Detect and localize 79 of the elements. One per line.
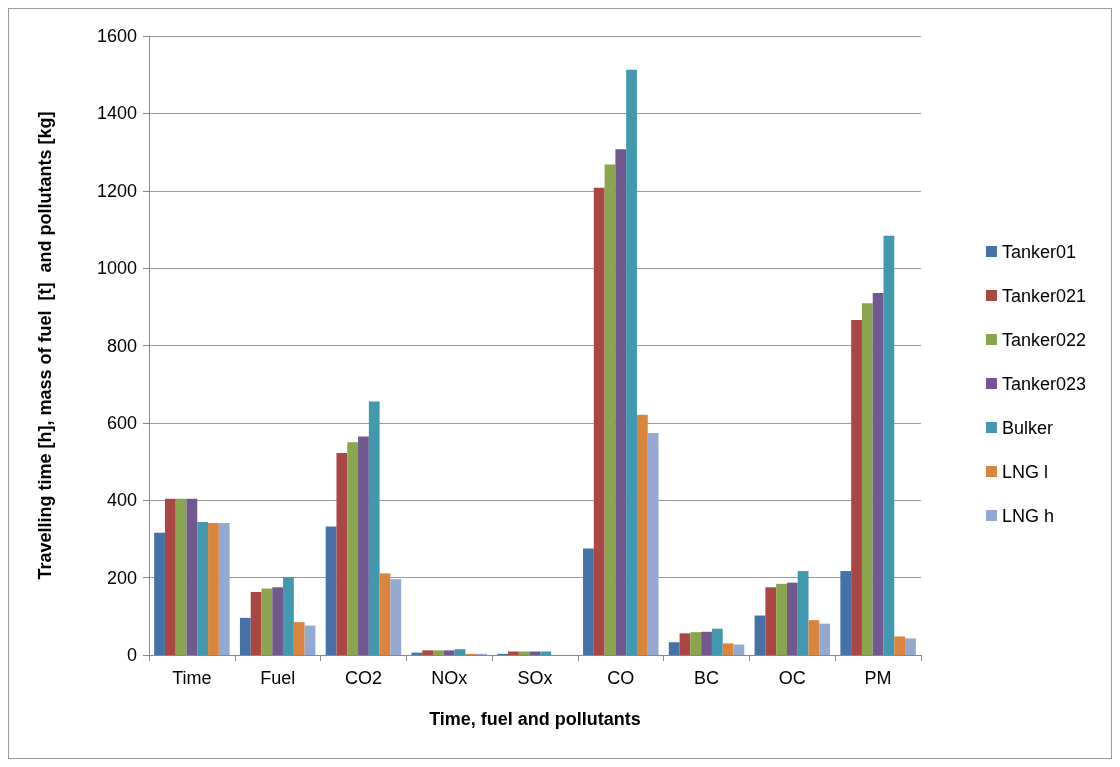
bar [690, 632, 702, 655]
legend-label: Bulker [1001, 417, 1053, 438]
bar [851, 319, 862, 655]
bar [754, 615, 766, 655]
bar [786, 582, 798, 655]
legend-label: Tanker01 [1001, 241, 1076, 262]
bar [905, 638, 916, 655]
y-tick-label: 400 [106, 490, 137, 511]
x-tick-label: PM [864, 668, 892, 688]
bar [861, 303, 873, 655]
y-tick-label: 600 [106, 412, 137, 433]
bar [765, 587, 777, 655]
bar [776, 583, 787, 655]
bar [164, 498, 176, 655]
x-tick-label: OC [778, 668, 806, 688]
bar [175, 498, 187, 655]
bar [626, 69, 637, 655]
y-tick-label: 800 [106, 335, 137, 356]
bar [604, 164, 616, 655]
x-tick-label: NOx [431, 668, 468, 688]
bar [272, 587, 284, 655]
bar [722, 643, 734, 655]
bar [218, 523, 230, 655]
y-tick-label: 1000 [96, 258, 137, 279]
bar [819, 623, 831, 655]
bar [250, 591, 262, 655]
bar [636, 414, 648, 655]
bar [336, 453, 348, 655]
legend-label: Tanker022 [1001, 329, 1086, 350]
bar [797, 571, 809, 655]
bar [443, 650, 455, 655]
bar [347, 442, 359, 655]
bar [593, 187, 605, 655]
bar [368, 401, 380, 655]
bar [668, 642, 680, 655]
x-tick-label: Fuel [260, 668, 296, 688]
bar [454, 649, 466, 655]
bar [894, 636, 906, 655]
bar [647, 432, 659, 655]
x-tick-label: Time [172, 668, 212, 688]
bar [379, 573, 391, 655]
legend-label: LNG h [1001, 505, 1054, 526]
legend-label: LNG l [1001, 461, 1048, 482]
bar [293, 622, 305, 655]
bar [883, 235, 895, 655]
legend-label: Tanker021 [1001, 285, 1086, 306]
legend-label: Tanker023 [1001, 373, 1086, 394]
bar [711, 628, 723, 655]
bar [283, 577, 294, 655]
bar [208, 523, 219, 655]
bar [679, 633, 691, 655]
y-tick-label: 200 [106, 567, 137, 588]
bar [197, 521, 209, 655]
bar [325, 526, 337, 655]
x-axis-title: Time, fuel and pollutants [429, 709, 641, 729]
y-tick-label: 1400 [96, 103, 137, 124]
bar [872, 292, 884, 655]
y-tick-label: 1600 [96, 26, 137, 46]
x-tick-label: BC [694, 668, 720, 688]
bar [390, 579, 402, 655]
x-tick-label: CO2 [344, 668, 382, 688]
bar [261, 588, 273, 655]
bar [808, 620, 820, 655]
bar [433, 650, 444, 655]
bar [186, 498, 198, 655]
bar [358, 436, 369, 655]
bar [422, 650, 434, 655]
y-axis-title: Travelling time [h], mass of fuel [t] and pollutants [kg] [35, 111, 55, 580]
bar [615, 149, 627, 655]
bar [154, 532, 165, 655]
bar [304, 625, 316, 655]
y-tick-label: 1200 [96, 180, 137, 201]
bar [239, 617, 251, 655]
x-tick-label: CO [607, 668, 635, 688]
bar [840, 571, 852, 655]
x-tick-label: SOx [517, 668, 553, 688]
y-tick-label: 0 [126, 645, 137, 665]
bar [583, 548, 594, 655]
bar [701, 631, 712, 655]
